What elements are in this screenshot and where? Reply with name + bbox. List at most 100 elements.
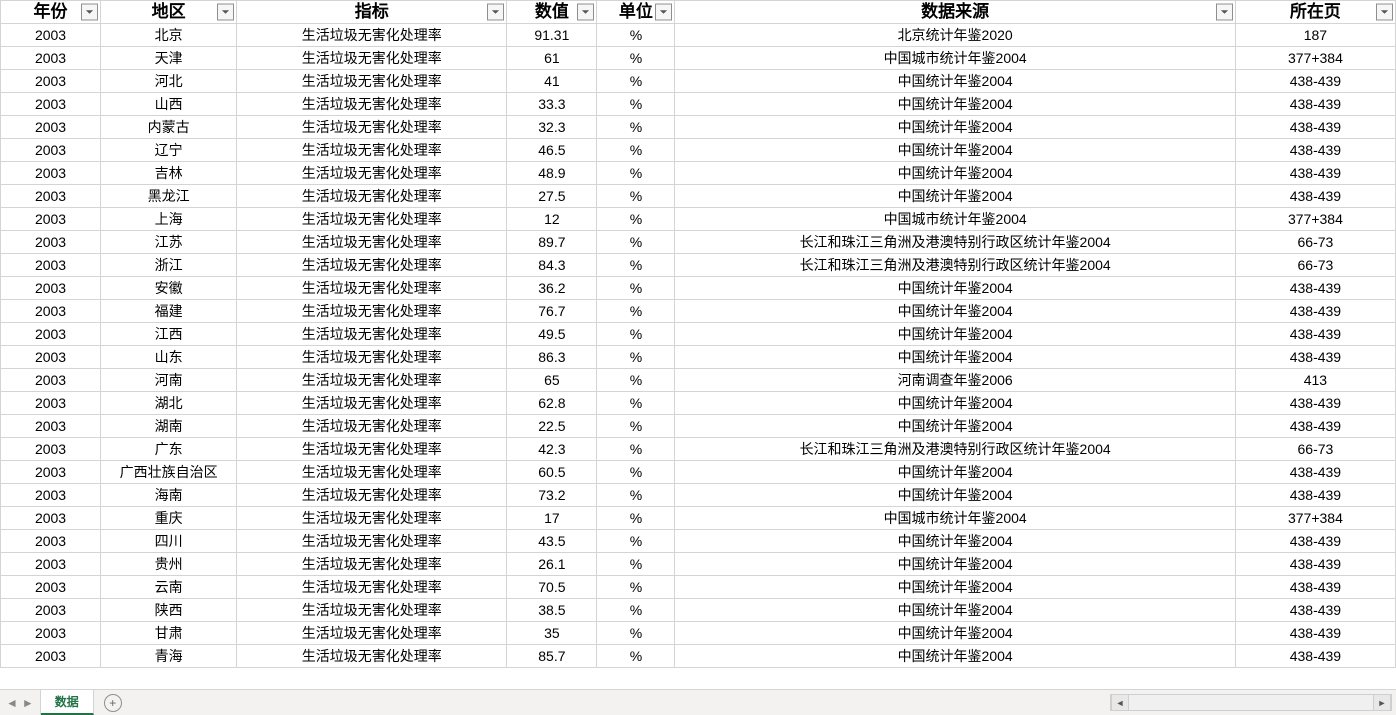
cell-source[interactable]: 长江和珠江三角洲及港澳特别行政区统计年鉴2004 — [675, 231, 1235, 254]
table-row[interactable]: 2003湖北生活垃圾无害化处理率62.8%中国统计年鉴2004438-439 — [1, 392, 1396, 415]
cell-page[interactable]: 438-439 — [1235, 277, 1395, 300]
cell-year[interactable]: 2003 — [1, 162, 101, 185]
cell-year[interactable]: 2003 — [1, 438, 101, 461]
table-row[interactable]: 2003湖南生活垃圾无害化处理率22.5%中国统计年鉴2004438-439 — [1, 415, 1396, 438]
cell-source[interactable]: 中国统计年鉴2004 — [675, 392, 1235, 415]
cell-year[interactable]: 2003 — [1, 461, 101, 484]
cell-page[interactable]: 438-439 — [1235, 93, 1395, 116]
cell-indicator[interactable]: 生活垃圾无害化处理率 — [237, 622, 507, 645]
cell-unit[interactable]: % — [597, 185, 675, 208]
cell-page[interactable]: 438-439 — [1235, 392, 1395, 415]
cell-value[interactable]: 36.2 — [507, 277, 597, 300]
cell-region[interactable]: 山东 — [101, 346, 237, 369]
cell-value[interactable]: 27.5 — [507, 185, 597, 208]
cell-indicator[interactable]: 生活垃圾无害化处理率 — [237, 599, 507, 622]
table-row[interactable]: 2003重庆生活垃圾无害化处理率17%中国城市统计年鉴2004377+384 — [1, 507, 1396, 530]
column-header-page[interactable]: 所在页 — [1235, 1, 1395, 24]
cell-unit[interactable]: % — [597, 300, 675, 323]
cell-source[interactable]: 中国统计年鉴2004 — [675, 461, 1235, 484]
cell-year[interactable]: 2003 — [1, 576, 101, 599]
cell-unit[interactable]: % — [597, 599, 675, 622]
cell-indicator[interactable]: 生活垃圾无害化处理率 — [237, 415, 507, 438]
cell-indicator[interactable]: 生活垃圾无害化处理率 — [237, 346, 507, 369]
cell-year[interactable]: 2003 — [1, 116, 101, 139]
tab-nav-prev-icon[interactable]: ◄ — [6, 696, 18, 710]
cell-indicator[interactable]: 生活垃圾无害化处理率 — [237, 369, 507, 392]
filter-dropdown-icon[interactable] — [217, 4, 234, 21]
cell-year[interactable]: 2003 — [1, 530, 101, 553]
cell-page[interactable]: 438-439 — [1235, 116, 1395, 139]
column-header-unit[interactable]: 单位 — [597, 1, 675, 24]
cell-page[interactable]: 438-439 — [1235, 645, 1395, 668]
filter-dropdown-icon[interactable] — [1216, 4, 1233, 21]
cell-region[interactable]: 河南 — [101, 369, 237, 392]
filter-dropdown-icon[interactable] — [487, 4, 504, 21]
cell-source[interactable]: 长江和珠江三角洲及港澳特别行政区统计年鉴2004 — [675, 438, 1235, 461]
cell-unit[interactable]: % — [597, 622, 675, 645]
cell-year[interactable]: 2003 — [1, 93, 101, 116]
cell-page[interactable]: 438-439 — [1235, 415, 1395, 438]
cell-unit[interactable]: % — [597, 70, 675, 93]
cell-year[interactable]: 2003 — [1, 139, 101, 162]
cell-source[interactable]: 中国统计年鉴2004 — [675, 484, 1235, 507]
table-row[interactable]: 2003山东生活垃圾无害化处理率86.3%中国统计年鉴2004438-439 — [1, 346, 1396, 369]
cell-indicator[interactable]: 生活垃圾无害化处理率 — [237, 461, 507, 484]
cell-page[interactable]: 438-439 — [1235, 622, 1395, 645]
cell-unit[interactable]: % — [597, 47, 675, 70]
cell-region[interactable]: 山西 — [101, 93, 237, 116]
cell-unit[interactable]: % — [597, 530, 675, 553]
cell-value[interactable]: 76.7 — [507, 300, 597, 323]
scroll-right-button[interactable]: ► — [1373, 695, 1391, 710]
cell-indicator[interactable]: 生活垃圾无害化处理率 — [237, 24, 507, 47]
cell-page[interactable]: 66-73 — [1235, 231, 1395, 254]
cell-year[interactable]: 2003 — [1, 70, 101, 93]
cell-source[interactable]: 中国统计年鉴2004 — [675, 415, 1235, 438]
cell-unit[interactable]: % — [597, 415, 675, 438]
table-row[interactable]: 2003四川生活垃圾无害化处理率43.5%中国统计年鉴2004438-439 — [1, 530, 1396, 553]
cell-indicator[interactable]: 生活垃圾无害化处理率 — [237, 553, 507, 576]
cell-source[interactable]: 中国统计年鉴2004 — [675, 139, 1235, 162]
table-row[interactable]: 2003云南生活垃圾无害化处理率70.5%中国统计年鉴2004438-439 — [1, 576, 1396, 599]
table-row[interactable]: 2003陕西生活垃圾无害化处理率38.5%中国统计年鉴2004438-439 — [1, 599, 1396, 622]
cell-unit[interactable]: % — [597, 277, 675, 300]
table-row[interactable]: 2003江苏生活垃圾无害化处理率89.7%长江和珠江三角洲及港澳特别行政区统计年… — [1, 231, 1396, 254]
cell-region[interactable]: 广东 — [101, 438, 237, 461]
cell-unit[interactable]: % — [597, 139, 675, 162]
table-row[interactable]: 2003山西生活垃圾无害化处理率33.3%中国统计年鉴2004438-439 — [1, 93, 1396, 116]
cell-value[interactable]: 17 — [507, 507, 597, 530]
cell-source[interactable]: 中国统计年鉴2004 — [675, 162, 1235, 185]
cell-unit[interactable]: % — [597, 208, 675, 231]
cell-unit[interactable]: % — [597, 323, 675, 346]
table-row[interactable]: 2003天津生活垃圾无害化处理率61%中国城市统计年鉴2004377+384 — [1, 47, 1396, 70]
cell-value[interactable]: 49.5 — [507, 323, 597, 346]
cell-value[interactable]: 61 — [507, 47, 597, 70]
cell-value[interactable]: 42.3 — [507, 438, 597, 461]
column-header-indicator[interactable]: 指标 — [237, 1, 507, 24]
cell-region[interactable]: 云南 — [101, 576, 237, 599]
sheet-tab-active[interactable]: 数据 — [41, 690, 94, 715]
cell-unit[interactable]: % — [597, 461, 675, 484]
cell-year[interactable]: 2003 — [1, 24, 101, 47]
cell-region[interactable]: 福建 — [101, 300, 237, 323]
cell-page[interactable]: 438-439 — [1235, 576, 1395, 599]
cell-unit[interactable]: % — [597, 254, 675, 277]
cell-year[interactable]: 2003 — [1, 254, 101, 277]
cell-year[interactable]: 2003 — [1, 231, 101, 254]
cell-value[interactable]: 22.5 — [507, 415, 597, 438]
cell-region[interactable]: 上海 — [101, 208, 237, 231]
filter-dropdown-icon[interactable] — [655, 4, 672, 21]
table-row[interactable]: 2003吉林生活垃圾无害化处理率48.9%中国统计年鉴2004438-439 — [1, 162, 1396, 185]
cell-indicator[interactable]: 生活垃圾无害化处理率 — [237, 438, 507, 461]
cell-indicator[interactable]: 生活垃圾无害化处理率 — [237, 162, 507, 185]
cell-region[interactable]: 江苏 — [101, 231, 237, 254]
cell-region[interactable]: 安徽 — [101, 277, 237, 300]
table-row[interactable]: 2003黑龙江生活垃圾无害化处理率27.5%中国统计年鉴2004438-439 — [1, 185, 1396, 208]
cell-region[interactable]: 青海 — [101, 645, 237, 668]
table-row[interactable]: 2003北京生活垃圾无害化处理率91.31%北京统计年鉴2020187 — [1, 24, 1396, 47]
filter-dropdown-icon[interactable] — [81, 4, 98, 21]
cell-indicator[interactable]: 生活垃圾无害化处理率 — [237, 254, 507, 277]
cell-region[interactable]: 黑龙江 — [101, 185, 237, 208]
cell-source[interactable]: 中国统计年鉴2004 — [675, 645, 1235, 668]
cell-indicator[interactable]: 生活垃圾无害化处理率 — [237, 185, 507, 208]
cell-value[interactable]: 85.7 — [507, 645, 597, 668]
